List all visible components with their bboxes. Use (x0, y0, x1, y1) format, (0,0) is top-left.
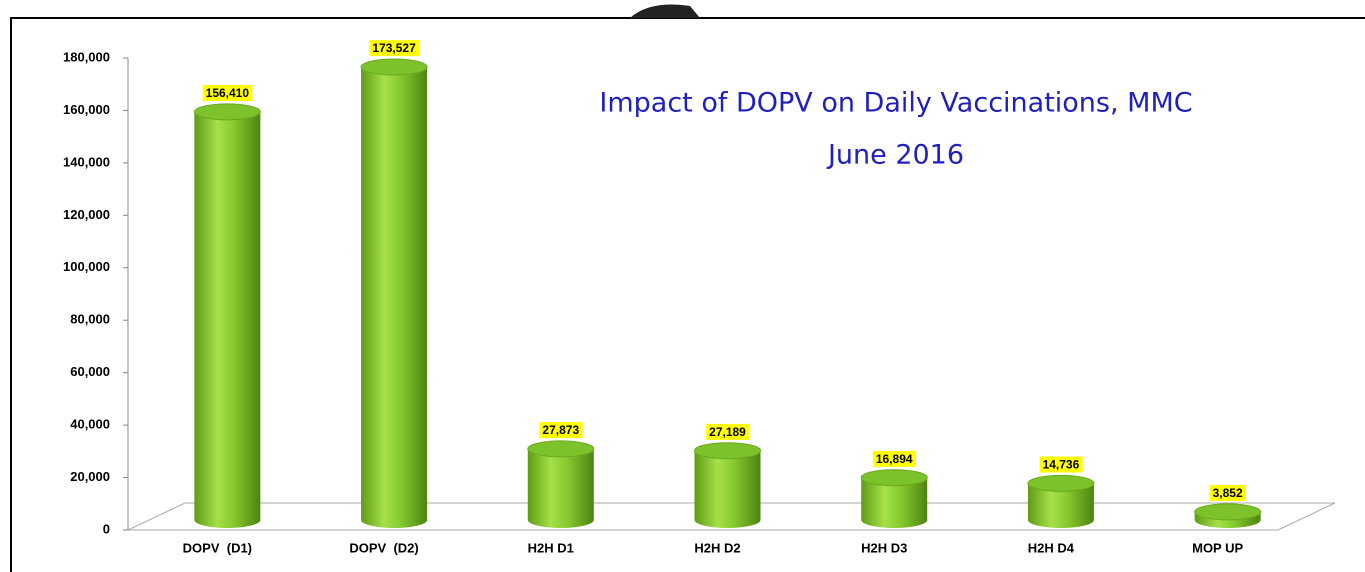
value-label: 3,852 (1213, 486, 1243, 500)
y-tick-label: 40,000 (70, 417, 110, 432)
chart-title: Impact of DOPV on Daily Vaccinations, MM… (599, 88, 1192, 119)
cut-off-shape (630, 4, 700, 18)
y-tick-label: 0 (103, 521, 110, 536)
chart-subtitle: June 2016 (826, 140, 964, 171)
value-label: 14,736 (1043, 458, 1080, 472)
x-tick-label: MOP UP (1192, 540, 1243, 555)
y-tick-label: 20,000 (70, 469, 110, 484)
y-tick-label: 180,000 (63, 49, 110, 64)
value-label-box (1039, 456, 1083, 473)
bar-top (193, 103, 261, 121)
bar-top (360, 58, 428, 76)
x-tick-label: H2H D4 (1028, 540, 1075, 555)
bar-top (527, 440, 595, 458)
value-label-box (706, 423, 750, 440)
x-tick-label: H2H D3 (861, 540, 907, 555)
value-label: 173,527 (372, 41, 416, 55)
value-label: 27,189 (709, 425, 746, 439)
y-tick-label: 80,000 (70, 312, 110, 327)
y-tick-label: 100,000 (63, 259, 110, 274)
x-tick-label: H2H D1 (528, 540, 574, 555)
value-label: 16,894 (876, 452, 913, 466)
bar-top (694, 442, 761, 460)
bar (1027, 483, 1094, 528)
value-label: 27,873 (542, 423, 579, 437)
x-tick-label: DOPV (D1) (183, 540, 252, 555)
bar (194, 111, 261, 529)
value-label-box (872, 450, 916, 467)
y-tick-label: 120,000 (63, 207, 110, 222)
x-tick-label: DOPV (D2) (349, 540, 418, 555)
bar (861, 477, 928, 528)
bar-top (1194, 503, 1262, 521)
y-tick-label: 60,000 (70, 364, 110, 379)
value-label-box (1209, 485, 1246, 502)
x-tick-label: H2H D2 (694, 540, 740, 555)
value-label-box (369, 40, 420, 57)
value-label-box (539, 422, 583, 439)
bar-top (860, 469, 928, 487)
value-label-box (202, 85, 253, 102)
bar (361, 66, 428, 529)
bar (694, 450, 761, 528)
y-tick-label: 140,000 (63, 154, 110, 169)
bar (527, 448, 594, 528)
y-tick-label: 160,000 (63, 102, 110, 117)
bar-top (1027, 474, 1095, 492)
value-label: 156,410 (206, 86, 250, 100)
